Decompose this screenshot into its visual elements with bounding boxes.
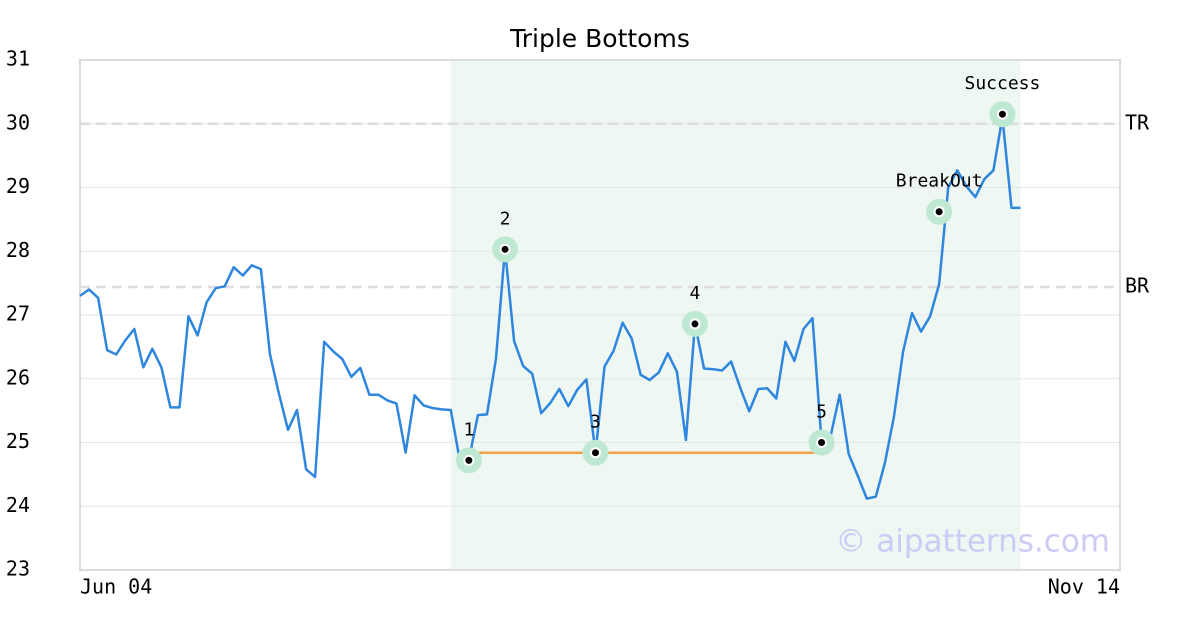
y-tick-label: 26 xyxy=(6,365,30,389)
level-label: TR xyxy=(1125,110,1150,134)
x-tick-label: Nov 14 xyxy=(1048,575,1120,599)
point-label: 3 xyxy=(590,412,601,433)
price-line xyxy=(79,116,1021,500)
point-dot xyxy=(816,437,828,448)
y-tick-label: 28 xyxy=(6,238,30,262)
point-dot xyxy=(463,454,475,466)
y-tick-label: 29 xyxy=(6,174,30,198)
y-tick-label: 30 xyxy=(6,110,30,134)
y-tick-label: 23 xyxy=(6,557,30,581)
plot-frame xyxy=(79,59,1121,571)
point-dot xyxy=(996,108,1008,120)
watermark: © aipatterns.com xyxy=(835,524,1110,560)
point-label: 4 xyxy=(690,283,701,304)
point-dot xyxy=(933,206,945,218)
x-tick-label: Jun 04 xyxy=(80,575,152,599)
y-tick-label: 31 xyxy=(6,47,30,71)
point-label: Success xyxy=(965,73,1041,94)
y-tick-label: 27 xyxy=(6,302,30,326)
point-label: 2 xyxy=(500,208,511,229)
point-dot xyxy=(589,447,601,459)
point-label: 1 xyxy=(463,419,474,440)
point-label: 5 xyxy=(816,402,827,423)
y-tick-label: 24 xyxy=(6,493,30,517)
point-dot xyxy=(499,243,511,255)
point-label: BreakOut xyxy=(896,171,983,192)
level-label: BR xyxy=(1125,273,1150,297)
point-dot xyxy=(689,318,701,330)
y-tick-label: 25 xyxy=(6,429,30,453)
chart-title: Triple Bottoms xyxy=(509,24,690,53)
